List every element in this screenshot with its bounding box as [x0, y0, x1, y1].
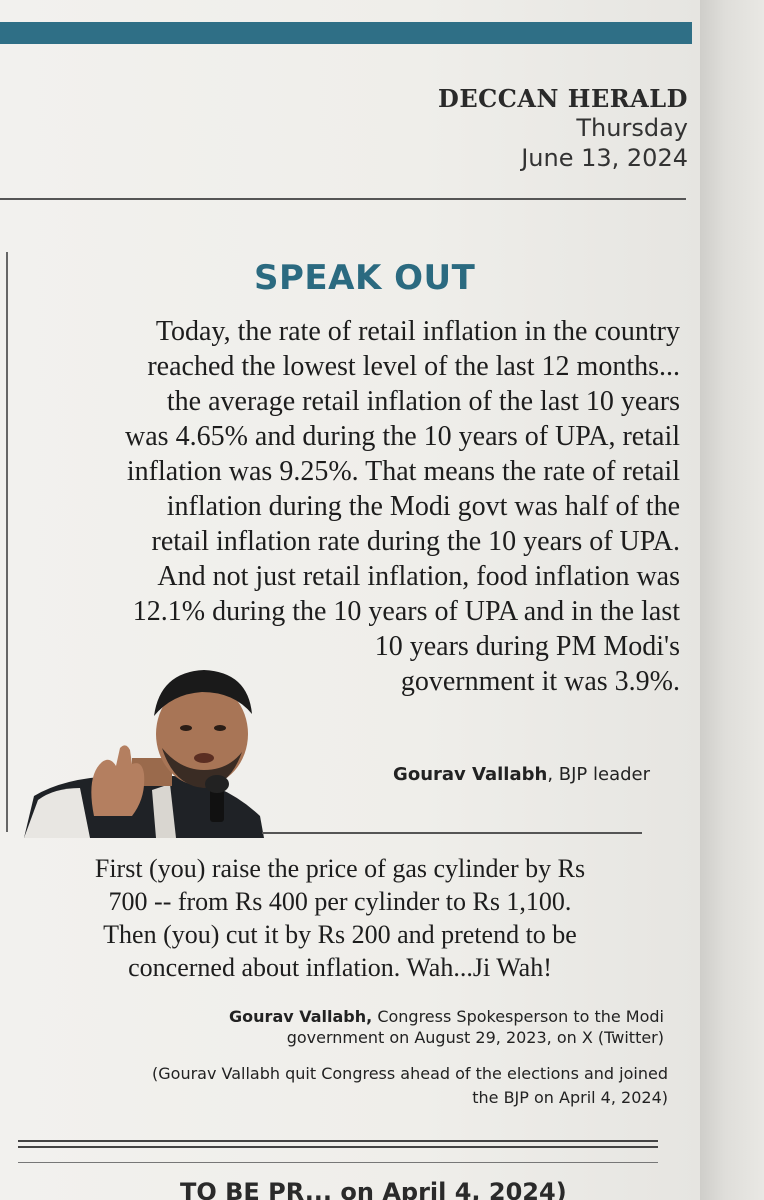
speaker-role: Congress Spokesperson to the Modi [372, 1007, 664, 1026]
speaker-name: Gourav Vallabh [393, 764, 548, 785]
speaker-photo [24, 670, 264, 838]
quote-bjp-attribution: Gourav Vallabh, BJP leader [393, 764, 650, 785]
quote-congress-attribution: Gourav Vallabh, Congress Spokesperson to… [104, 1006, 664, 1048]
quote-line: inflation was 9.25%. That means the rate… [126, 456, 680, 487]
footer-rule [18, 1140, 658, 1142]
quote-line: retail inflation rate during the 10 year… [151, 526, 681, 557]
footer-rule [18, 1146, 658, 1148]
speaker-name: Gourav Vallabh, [229, 1007, 373, 1026]
column-rule [6, 252, 8, 832]
page-edge-shadow [700, 0, 764, 1200]
quote-line: 10 years during PM Modi's [374, 631, 680, 662]
footer-rule [18, 1162, 658, 1163]
quote-line: government it was 3.9%. [400, 666, 680, 697]
quote-line: reached the lowest level of the last 12 … [147, 351, 680, 382]
quote-line: inflation during the Modi govt was half … [166, 491, 680, 522]
masthead: DECCAN HERALD Thursday June 13, 2024 [438, 84, 688, 173]
newspaper-name: DECCAN HERALD [438, 84, 688, 113]
quote-line: 12.1% during the 10 years of UPA and in … [132, 596, 680, 627]
next-article-cutoff: TO BE PR... on April 4, 2024) [180, 1178, 567, 1200]
editor-note: (Gourav Vallabh quit Congress ahead of t… [68, 1062, 668, 1110]
quote-line: 700 -- from Rs 400 per cylinder to Rs 1,… [108, 887, 572, 916]
editor-note-line: the BJP on April 4, 2024) [472, 1088, 668, 1107]
quote-bjp: Today, the rate of retail inflation in t… [34, 314, 680, 699]
editor-note-line: (Gourav Vallabh quit Congress ahead of t… [152, 1064, 668, 1083]
issue-day: Thursday [576, 114, 688, 142]
section-title: SPEAK OUT [254, 258, 476, 298]
quote-line: Then (you) cut it by Rs 200 and pretend … [103, 920, 577, 949]
newspaper-page [0, 0, 700, 1200]
quote-line: Today, the rate of retail inflation in t… [155, 316, 680, 347]
quote-line: concerned about inflation. Wah...Ji Wah! [128, 953, 552, 982]
header-divider [0, 198, 686, 200]
speaker-context: government on August 29, 2023, on X (Twi… [286, 1028, 664, 1047]
quote-line: And not just retail inflation, food infl… [157, 561, 680, 592]
top-color-band [0, 22, 692, 44]
quote-line: the average retail inflation of the last… [166, 386, 680, 417]
quote-line: First (you) raise the price of gas cylin… [94, 854, 586, 883]
speaker-role: , BJP leader [547, 764, 650, 785]
quote-congress: First (you) raise the price of gas cylin… [40, 852, 640, 984]
quote-divider [262, 832, 642, 834]
quote-line: was 4.65% and during the 10 years of UPA… [125, 421, 680, 452]
issue-date: June 13, 2024 [521, 144, 688, 172]
